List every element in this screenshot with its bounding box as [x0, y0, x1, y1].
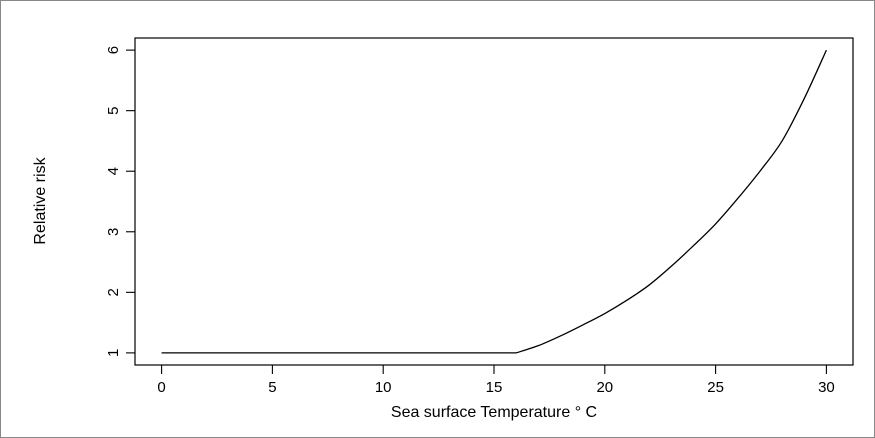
x-tick-label: 25: [707, 379, 724, 396]
series-line: [161, 49, 828, 354]
x-axis-label: Sea surface Temperature ° C: [391, 404, 597, 421]
y-tick-label: 1: [105, 349, 122, 357]
x-tick-label: 0: [157, 379, 165, 396]
x-tick-label: 5: [268, 379, 276, 396]
x-tick-label: 10: [375, 379, 392, 396]
x-tick-label: 15: [486, 379, 503, 396]
x-tick-label: 30: [818, 379, 835, 396]
x-tick-label: 20: [596, 379, 613, 396]
y-axis: 1 2 3 4 5 6: [105, 46, 135, 357]
y-tick-label: 3: [105, 228, 122, 236]
y-tick-label: 4: [105, 167, 122, 175]
y-axis-label: Relative risk: [32, 156, 49, 244]
x-axis: 0 5 10 15 20 25 30: [157, 365, 835, 396]
y-tick-label: 6: [105, 46, 122, 54]
plot-area-frame: [134, 37, 854, 366]
y-tick-label: 5: [105, 106, 122, 114]
y-tick-label: 2: [105, 288, 122, 296]
